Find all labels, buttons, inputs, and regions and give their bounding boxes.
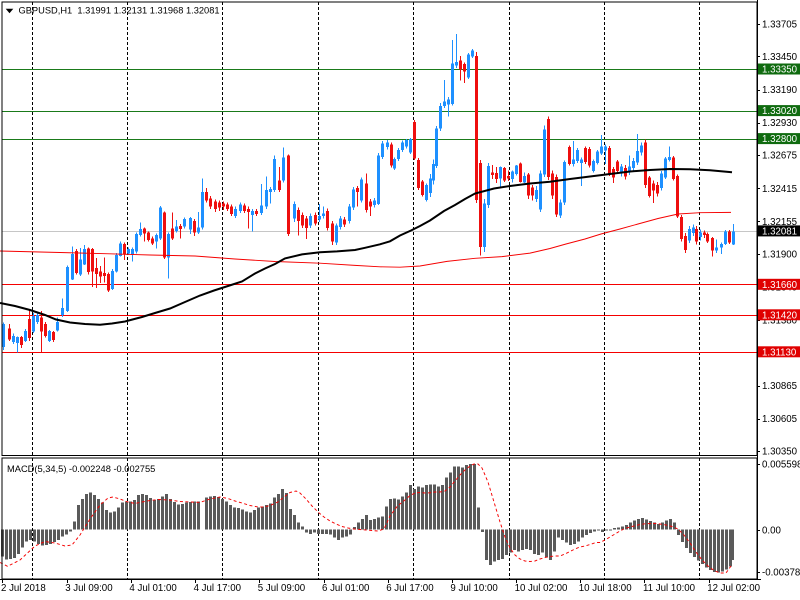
svg-text:0.005598: 0.005598 <box>762 460 800 471</box>
svg-text:1.33350: 1.33350 <box>762 65 798 76</box>
svg-text:10 Jul 18:00: 10 Jul 18:00 <box>579 583 632 594</box>
svg-text:1.31380: 1.31380 <box>762 316 798 327</box>
svg-text:1.31420: 1.31420 <box>762 310 798 321</box>
svg-text:1.32800: 1.32800 <box>762 134 798 145</box>
svg-text:1.32675: 1.32675 <box>762 151 797 162</box>
svg-text:4 Jul 01:00: 4 Jul 01:00 <box>129 583 177 594</box>
svg-text:11 Jul 10:00: 11 Jul 10:00 <box>643 583 696 594</box>
svg-text:1.33705: 1.33705 <box>762 20 797 31</box>
svg-text:1.31130: 1.31130 <box>762 347 797 358</box>
svg-text:1.33190: 1.33190 <box>762 85 798 96</box>
svg-text:10 Jul 02:00: 10 Jul 02:00 <box>515 583 568 594</box>
svg-text:1.32415: 1.32415 <box>762 184 797 195</box>
svg-text:1.30605: 1.30605 <box>762 414 797 425</box>
svg-text:1.30865: 1.30865 <box>762 381 797 392</box>
svg-text:0.00: 0.00 <box>762 526 781 537</box>
svg-text:1.30350: 1.30350 <box>762 447 798 458</box>
svg-text:GBPUSD,H1 1.31991 1.32131 1.3: GBPUSD,H1 1.31991 1.32131 1.31968 1.3208… <box>19 5 220 15</box>
svg-text:MACD(5,34,5) -0.002248 -0.0027: MACD(5,34,5) -0.002248 -0.002755 <box>7 464 155 474</box>
svg-text:12 Jul 02:00: 12 Jul 02:00 <box>707 583 760 594</box>
svg-text:1.32081: 1.32081 <box>762 227 797 238</box>
svg-text:1.33020: 1.33020 <box>762 106 798 117</box>
svg-text:9 Jul 10:00: 9 Jul 10:00 <box>450 583 498 594</box>
svg-text:3 Jul 09:00: 3 Jul 09:00 <box>65 583 113 594</box>
svg-text:4 Jul 17:00: 4 Jul 17:00 <box>194 583 242 594</box>
svg-text:6 Jul 01:00: 6 Jul 01:00 <box>322 583 370 594</box>
svg-text:5 Jul 09:00: 5 Jul 09:00 <box>258 583 306 594</box>
svg-text:1.33450: 1.33450 <box>762 52 798 63</box>
svg-text:1.32930: 1.32930 <box>762 118 798 129</box>
svg-text:1.31900: 1.31900 <box>762 249 798 260</box>
svg-text:2 Jul 2018: 2 Jul 2018 <box>1 583 46 594</box>
svg-text:1.31660: 1.31660 <box>762 280 798 291</box>
svg-text:-0.003786: -0.003786 <box>762 567 800 578</box>
svg-text:1.32155: 1.32155 <box>762 217 797 228</box>
svg-text:6 Jul 17:00: 6 Jul 17:00 <box>386 583 434 594</box>
